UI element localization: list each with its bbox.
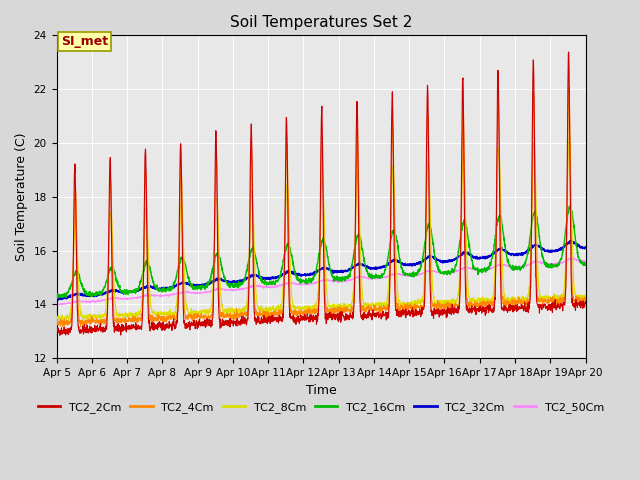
Y-axis label: Soil Temperature (C): Soil Temperature (C) (15, 132, 28, 261)
Title: Soil Temperatures Set 2: Soil Temperatures Set 2 (230, 15, 412, 30)
X-axis label: Time: Time (306, 384, 337, 396)
Legend: TC2_2Cm, TC2_4Cm, TC2_8Cm, TC2_16Cm, TC2_32Cm, TC2_50Cm: TC2_2Cm, TC2_4Cm, TC2_8Cm, TC2_16Cm, TC2… (33, 397, 609, 417)
Text: SI_met: SI_met (61, 35, 108, 48)
